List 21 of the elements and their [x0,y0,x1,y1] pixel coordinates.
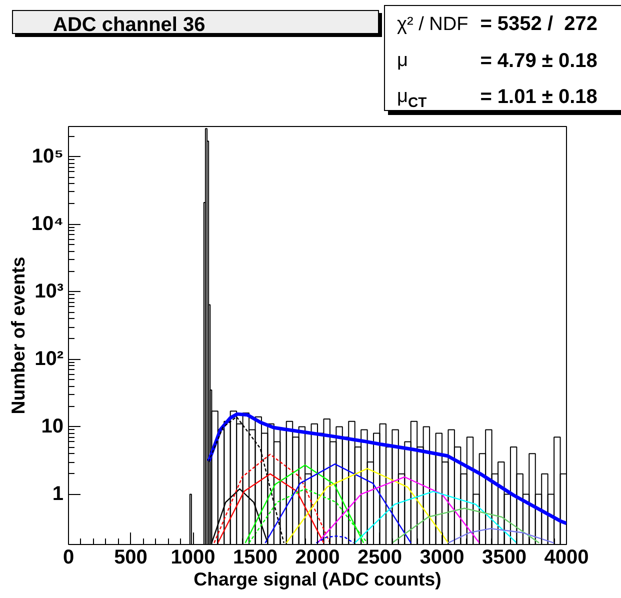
y-tick-label: 10 [41,416,64,438]
x-tick-label: 3000 [420,546,464,568]
x-tick-label: 2000 [295,546,340,568]
text: μ$_{CT}$ = 1.01 ± 0.18 [397,86,598,110]
x-tick-label: 3500 [482,546,527,568]
y-tick-label: 10³ [34,280,64,303]
x-tick-label: 2500 [358,546,402,568]
x-tick-label: 1000 [170,546,216,568]
text: χ² / NDF = 5352 / 272 [396,12,599,37]
y-tick-label: 1 [52,483,64,506]
x-axis-title: Charge signal (ADC counts) [194,568,442,590]
y-tick-label: 10² [34,348,64,370]
x-tick-label: 1500 [233,546,278,568]
x-tick-label: 0 [62,546,74,568]
y-tick-label: 10⁵ [32,146,64,168]
text: μ = 4.79 ± 0.18 [397,50,598,72]
y-tick-label: 10⁴ [31,213,64,236]
x-tick-label: 4000 [544,546,589,568]
y-axis-title: Number of events [7,256,28,414]
x-tick-label: 500 [114,546,148,568]
chart-title: ADC channel 36 [53,13,206,37]
